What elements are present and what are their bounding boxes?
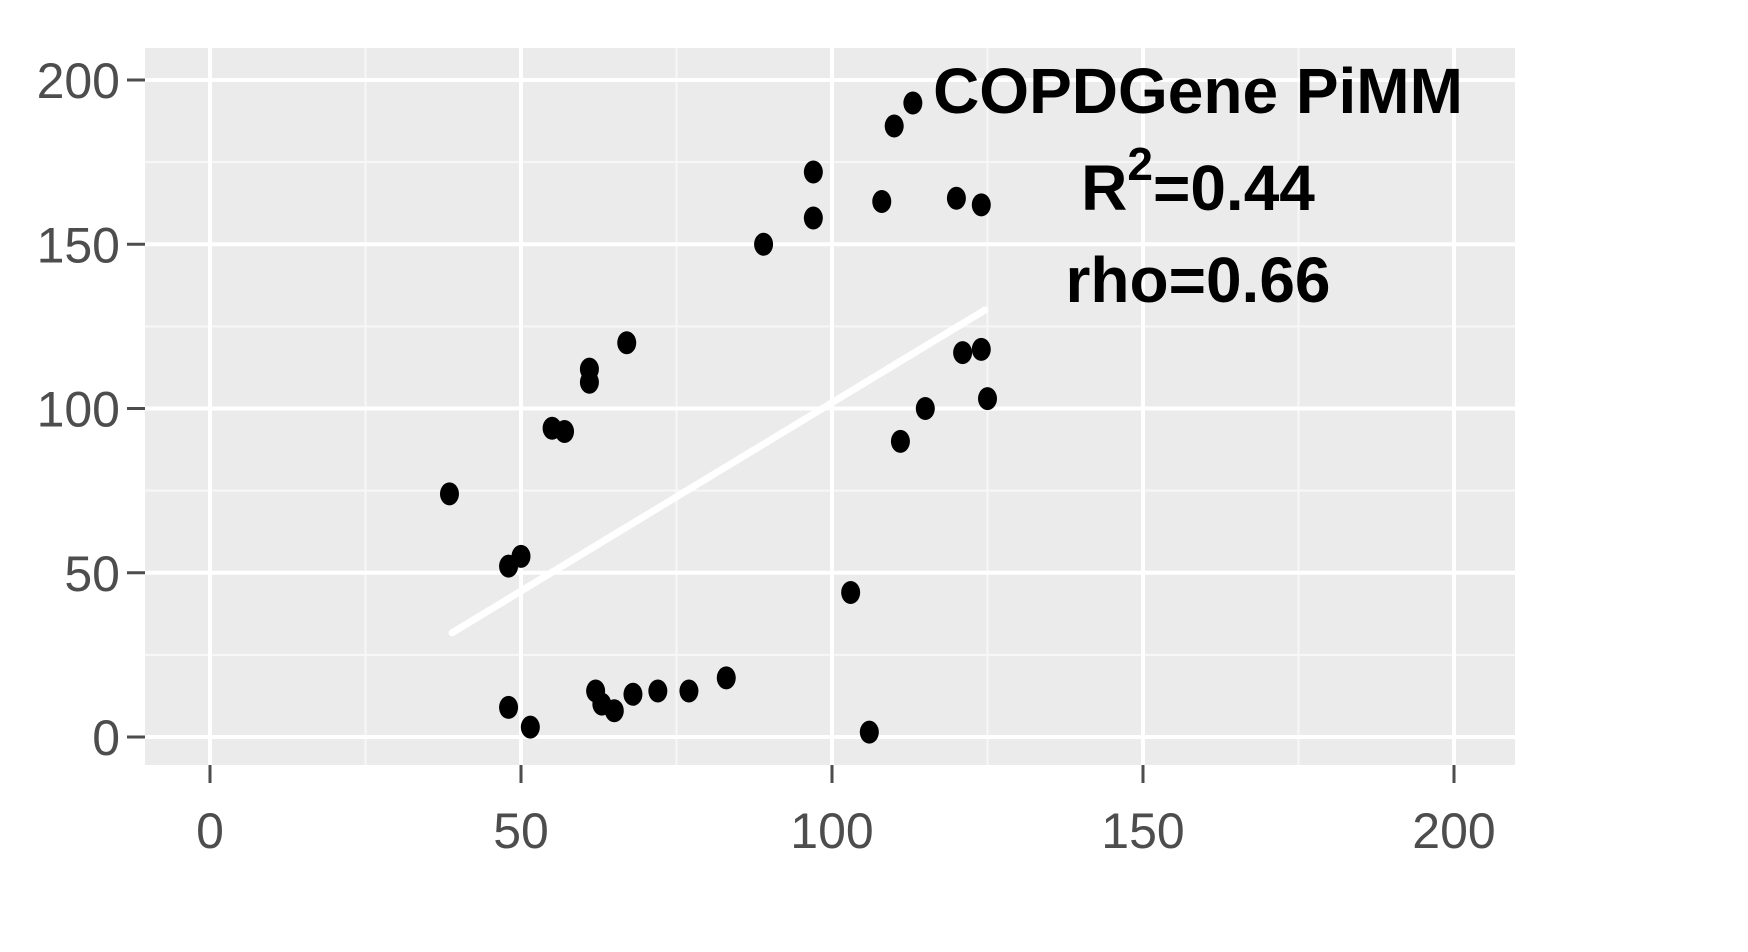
data-point <box>859 720 879 744</box>
data-point <box>953 341 973 365</box>
data-point <box>648 679 668 703</box>
annotation-title: COPDGene PiMM <box>933 55 1463 127</box>
data-points <box>439 91 997 744</box>
y-tick-label: 100 <box>37 382 120 438</box>
data-point <box>579 370 599 394</box>
y-tick-label: 0 <box>92 710 120 766</box>
data-point <box>971 193 991 217</box>
annotation: COPDGene PiMM R2=0.44 rho=0.66 <box>933 55 1463 316</box>
x-tick-label: 50 <box>493 803 549 859</box>
data-point <box>754 232 774 256</box>
data-point <box>511 544 531 568</box>
annotation-r-squared: R2=0.44 <box>1081 138 1315 224</box>
data-point <box>971 337 991 361</box>
data-point <box>555 419 575 443</box>
data-point <box>803 160 823 184</box>
x-tick-label: 0 <box>196 803 224 859</box>
data-point <box>872 190 892 214</box>
data-point <box>978 387 997 411</box>
data-point <box>439 482 459 506</box>
data-point <box>803 206 823 230</box>
x-tick-label: 200 <box>1412 803 1495 859</box>
data-point <box>841 580 861 604</box>
r-squared-label: R <box>1081 152 1127 224</box>
y-tick-label: 150 <box>37 217 120 273</box>
x-axis: 0 50 100 150 200 <box>196 765 1496 859</box>
data-point <box>946 186 966 210</box>
data-point <box>604 699 624 723</box>
data-point <box>679 679 699 703</box>
data-point <box>716 666 736 690</box>
y-tick-label: 50 <box>64 546 120 602</box>
r-squared-superscript: 2 <box>1127 138 1153 190</box>
data-point <box>623 682 643 706</box>
data-point <box>884 114 904 138</box>
data-point <box>617 331 637 355</box>
x-tick-label: 100 <box>790 803 873 859</box>
r-squared-value: =0.44 <box>1153 152 1315 224</box>
data-point <box>520 715 540 739</box>
data-point <box>903 91 923 115</box>
data-point <box>499 695 519 719</box>
regression-line <box>448 306 989 637</box>
data-point <box>915 397 935 420</box>
data-point <box>890 429 910 453</box>
x-tick-label: 150 <box>1101 803 1184 859</box>
y-axis: 0 50 100 150 200 <box>37 53 145 766</box>
annotation-rho: rho=0.66 <box>1065 244 1330 316</box>
y-tick-label: 200 <box>37 53 120 109</box>
